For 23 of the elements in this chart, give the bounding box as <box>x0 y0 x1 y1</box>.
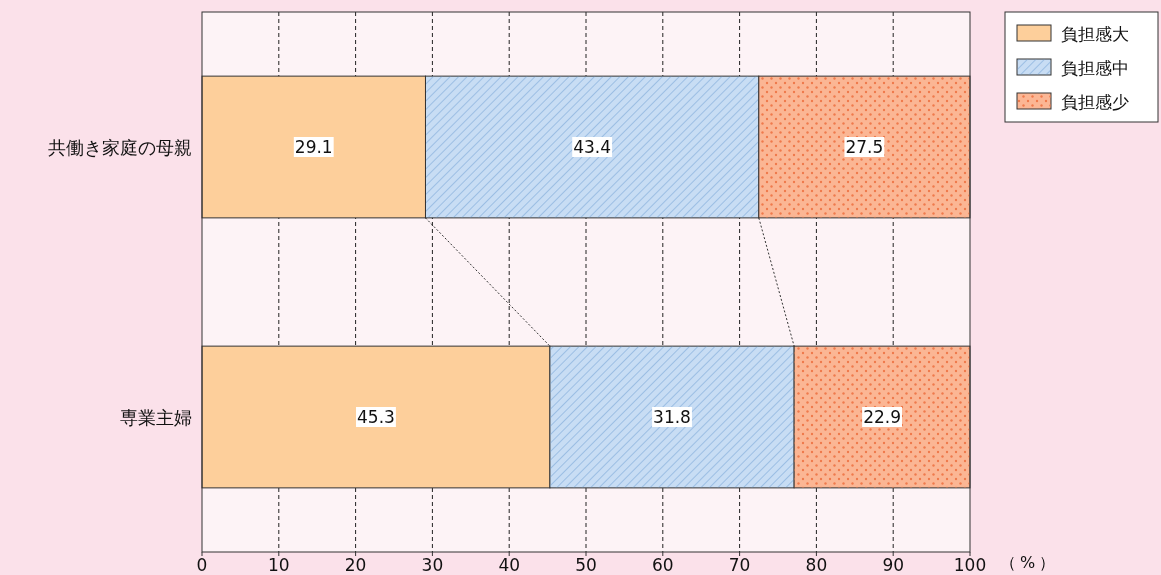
x-tick-label: 50 <box>575 555 597 575</box>
x-tick-label: 80 <box>805 555 828 575</box>
data-label: 22.9 <box>863 407 901 427</box>
x-tick-label: 60 <box>651 555 674 575</box>
legend-label: 負担感大 <box>1061 24 1129 44</box>
x-tick-label: 30 <box>421 555 444 575</box>
data-label: 27.5 <box>845 137 884 157</box>
x-tick-label: 40 <box>498 555 521 575</box>
x-tick-label: 20 <box>344 555 367 575</box>
legend-label: 負担感少 <box>1061 92 1129 112</box>
x-tick-label: 90 <box>882 555 905 575</box>
data-label: 31.8 <box>653 407 691 427</box>
data-label: 45.3 <box>357 407 395 427</box>
y-tick-label: 専業主婦 <box>120 407 192 428</box>
data-label: 43.4 <box>573 137 612 157</box>
data-label: 29.1 <box>294 137 333 157</box>
x-tick-label: 10 <box>267 555 290 575</box>
x-tick-label: 100 <box>953 555 987 575</box>
x-axis-title: （%） <box>1000 553 1060 572</box>
x-tick-label: 0 <box>196 555 208 575</box>
y-tick-label: 共働き家庭の母親 <box>48 137 192 158</box>
x-tick-label: 70 <box>728 555 751 575</box>
legend-label: 負担感中 <box>1061 58 1129 78</box>
